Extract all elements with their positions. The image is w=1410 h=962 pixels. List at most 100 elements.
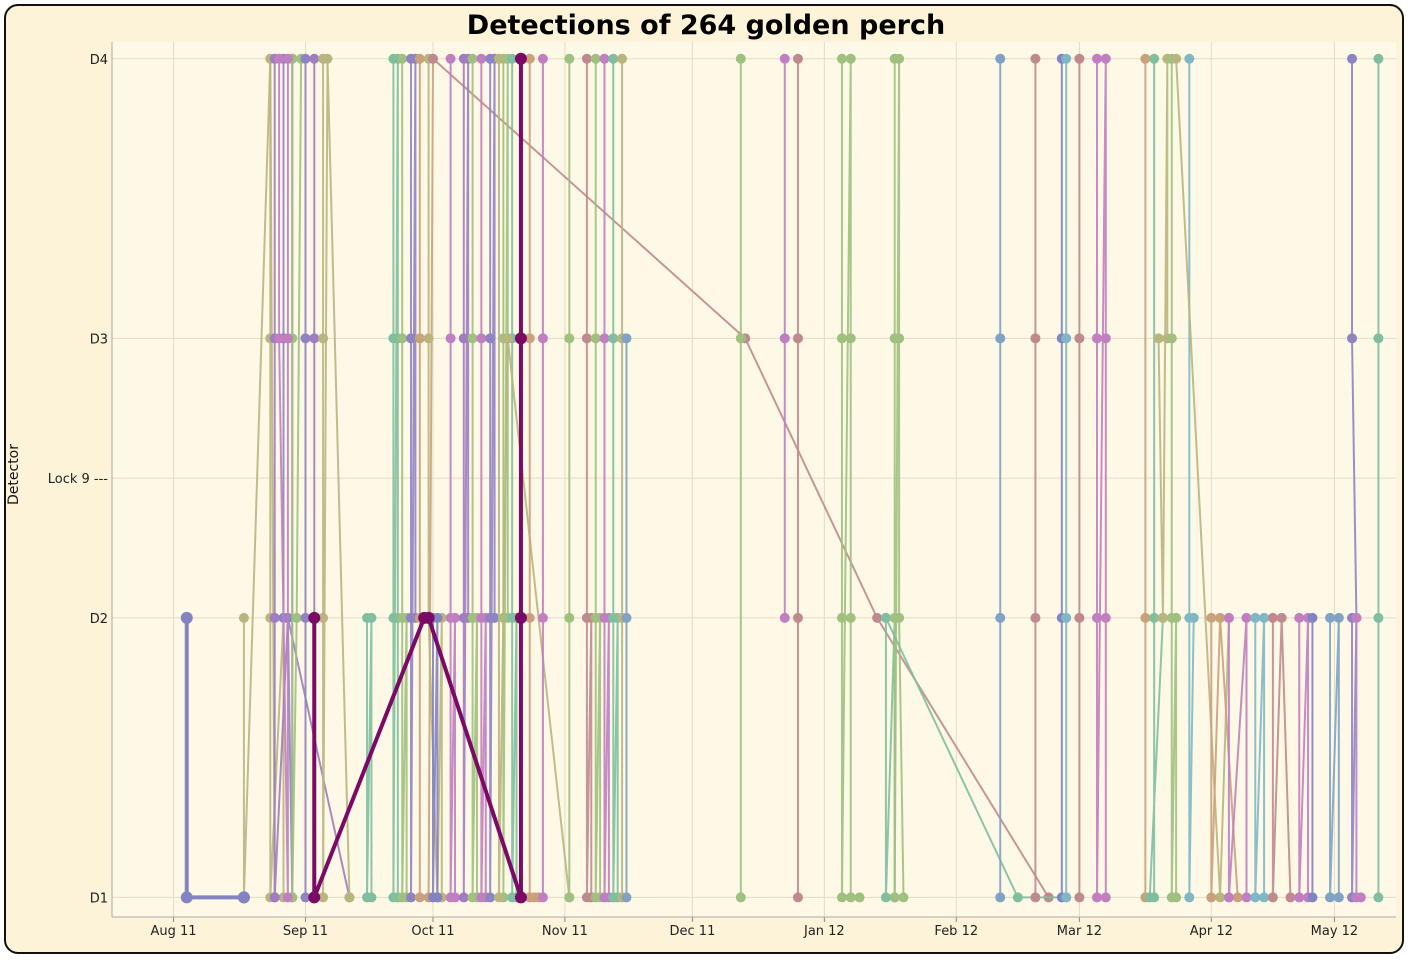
detection-point [476, 53, 487, 64]
detection-point [1347, 333, 1358, 344]
detection-point [621, 333, 632, 344]
detection-point [445, 333, 456, 344]
series-track [485, 53, 500, 903]
series-line [1271, 616, 1292, 899]
detection-point [845, 333, 856, 344]
detection-point [406, 333, 417, 344]
detection-point [1294, 892, 1305, 903]
series-line [1254, 616, 1266, 899]
detection-point [836, 53, 847, 64]
detection-point [1373, 892, 1384, 903]
detection-point [1232, 892, 1243, 903]
series-line [893, 57, 905, 899]
detection-point [845, 53, 856, 64]
detection-point [309, 53, 320, 64]
detection-point [537, 892, 548, 903]
series-line [449, 58, 456, 899]
detection-point [608, 333, 619, 344]
detection-point [1347, 53, 1358, 64]
detection-point [1333, 612, 1344, 623]
series-track [308, 52, 527, 904]
detection-point [1030, 612, 1041, 623]
series-track [1307, 612, 1318, 903]
detection-point [1276, 612, 1287, 623]
detection-point [467, 333, 478, 344]
detection-point [514, 611, 527, 624]
detection-point [1325, 892, 1336, 903]
detection-point [432, 612, 443, 623]
detection-point [792, 53, 803, 64]
detection-point [735, 892, 746, 903]
detection-point [621, 892, 632, 903]
detection-point [366, 892, 377, 903]
detection-point [514, 52, 527, 65]
detection-point [1250, 892, 1261, 903]
detection-point [608, 53, 619, 64]
series-line [1095, 57, 1107, 899]
detection-point [1333, 892, 1344, 903]
detection-point [599, 53, 610, 64]
y-tick-label: D4 [90, 53, 108, 68]
series-track [779, 53, 790, 623]
detection-point [792, 892, 803, 903]
detection-point [432, 892, 443, 903]
series-line [242, 57, 276, 899]
detection-point [845, 612, 856, 623]
detection-point [1307, 612, 1318, 623]
series-track [1250, 612, 1270, 903]
series-track [880, 612, 1072, 903]
series-line [1329, 616, 1340, 899]
detection-point [300, 333, 311, 344]
series-track [889, 53, 909, 903]
detection-point [621, 612, 632, 623]
detection-point [854, 892, 865, 903]
detection-point [894, 53, 905, 64]
detection-point [344, 892, 355, 903]
series-track [428, 612, 443, 903]
x-tick-label: Nov 11 [542, 924, 588, 939]
series-track [1144, 53, 1168, 903]
detection-point [1061, 892, 1072, 903]
detection-point [414, 892, 425, 903]
y-tick-label: D3 [90, 332, 108, 347]
detection-point [428, 53, 438, 64]
detection-point [1100, 333, 1111, 344]
detection-point [524, 53, 535, 64]
series-track [1166, 53, 1182, 903]
detection-point [300, 612, 311, 623]
y-tick-label: D1 [90, 891, 108, 906]
detection-point [514, 891, 527, 904]
detection-point [1140, 612, 1151, 623]
series-track [1223, 612, 1252, 903]
series-line [312, 58, 523, 900]
detection-point [1091, 892, 1102, 903]
detection-point [1188, 612, 1199, 623]
detection-point [180, 611, 193, 624]
detection-point [282, 53, 293, 64]
detection-point [836, 333, 847, 344]
series-track [564, 53, 575, 903]
detection-point [735, 333, 746, 344]
detection-point [1149, 612, 1160, 623]
detection-point [485, 333, 496, 344]
series-track [1030, 53, 1041, 903]
detection-point [1373, 612, 1384, 623]
detection-point [423, 333, 434, 344]
detection-point [524, 612, 535, 623]
detection-point [1184, 53, 1195, 64]
series-track [1184, 53, 1199, 903]
detection-point [779, 612, 790, 623]
detection-point [493, 892, 504, 903]
series-line [1227, 616, 1248, 899]
detection-point [269, 612, 280, 623]
series-line [1188, 58, 1195, 899]
y-tick-label: Lock 9 --- [48, 472, 109, 487]
detection-point [792, 333, 803, 344]
detection-point [1074, 53, 1085, 64]
series-line [392, 57, 399, 899]
detection-point [449, 892, 460, 903]
detection-point [537, 612, 548, 623]
detection-point [493, 53, 504, 64]
detection-point [476, 333, 487, 344]
